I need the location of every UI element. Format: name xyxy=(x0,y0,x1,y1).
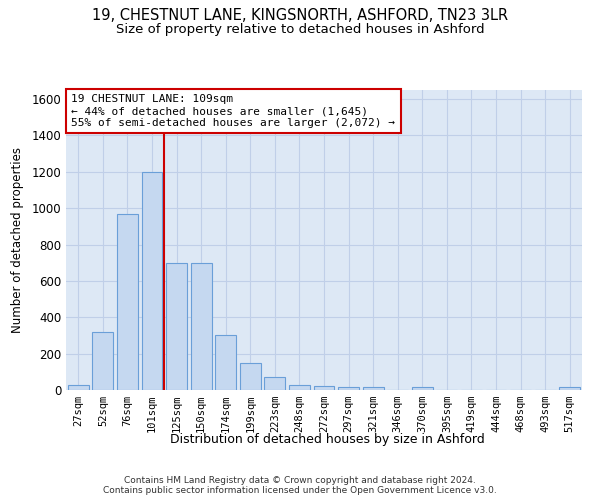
Y-axis label: Number of detached properties: Number of detached properties xyxy=(11,147,25,333)
Text: Distribution of detached houses by size in Ashford: Distribution of detached houses by size … xyxy=(170,432,484,446)
Bar xyxy=(289,386,310,390)
Text: Contains HM Land Registry data © Crown copyright and database right 2024.
Contai: Contains HM Land Registry data © Crown c… xyxy=(103,476,497,495)
Text: 19, CHESTNUT LANE, KINGSNORTH, ASHFORD, TN23 3LR: 19, CHESTNUT LANE, KINGSNORTH, ASHFORD, … xyxy=(92,8,508,22)
Bar xyxy=(191,262,212,390)
Bar xyxy=(240,362,261,390)
Bar xyxy=(117,214,138,390)
Bar xyxy=(215,336,236,390)
Bar xyxy=(68,386,89,390)
Bar xyxy=(314,386,334,390)
Bar xyxy=(412,388,433,390)
Bar xyxy=(92,332,113,390)
Bar xyxy=(559,388,580,390)
Bar xyxy=(338,388,359,390)
Bar xyxy=(265,378,286,390)
Text: Size of property relative to detached houses in Ashford: Size of property relative to detached ho… xyxy=(116,22,484,36)
Bar xyxy=(142,172,163,390)
Text: 19 CHESTNUT LANE: 109sqm
← 44% of detached houses are smaller (1,645)
55% of sem: 19 CHESTNUT LANE: 109sqm ← 44% of detach… xyxy=(71,94,395,128)
Bar xyxy=(362,388,383,390)
Bar xyxy=(166,262,187,390)
